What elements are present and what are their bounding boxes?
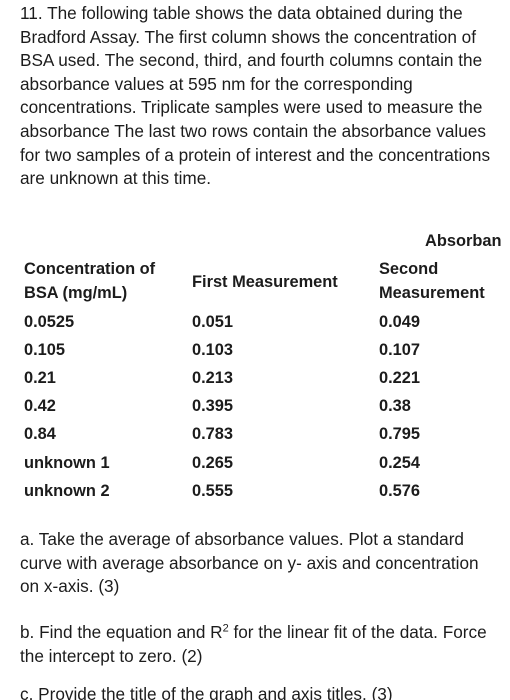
question-b-prefix: b. Find the equation and R	[20, 622, 223, 642]
table-cell-concentration: unknown 1	[24, 454, 110, 472]
table-cell-second: 0.576	[379, 482, 421, 500]
table-cell-first: 0.213	[192, 369, 234, 387]
col-header-second-line2: Measurement	[379, 284, 485, 302]
table-cell-second: 0.221	[379, 369, 421, 387]
table-cell-concentration: unknown 2	[24, 482, 110, 500]
table-cell-concentration: 0.84	[24, 425, 56, 443]
table-cell-concentration: 0.21	[24, 369, 56, 387]
table-cell-second: 0.254	[379, 454, 421, 472]
table-cell-first: 0.783	[192, 425, 234, 443]
question-b-superscript: 2	[222, 622, 229, 635]
col-header-concentration-line2: BSA (mg/mL)	[24, 284, 128, 302]
question-b-suffix: for the linear fit of the data. Force th…	[20, 622, 487, 666]
col-header-second-line1: Second	[379, 260, 439, 278]
table-cell-second: 0.107	[379, 341, 421, 359]
table-cell-first: 0.265	[192, 454, 234, 472]
question-a: a. Take the average of absorbance values…	[20, 529, 479, 597]
problem-intro: 11. The following table shows the data o…	[20, 3, 491, 189]
question-c: c. Provide the title of the graph and ax…	[20, 684, 393, 700]
col-header-first-measurement: First Measurement	[192, 273, 338, 291]
table-cell-first: 0.103	[192, 341, 234, 359]
data-table: Absorban Concentration of BSA (mg/mL) Fi…	[24, 232, 502, 500]
col-header-concentration-line1: Concentration of	[24, 260, 156, 278]
question-b: b. Find the equation and R2 for the line…	[20, 621, 502, 668]
table-cell-concentration: 0.42	[24, 397, 56, 415]
table-cell-second: 0.049	[379, 313, 421, 331]
absorbance-group-header: Absorban	[425, 232, 502, 250]
table-cell-concentration: 0.105	[24, 341, 66, 359]
table-cell-concentration: 0.0525	[24, 313, 75, 331]
table-cell-first: 0.051	[192, 313, 234, 331]
table-cell-second: 0.795	[379, 425, 421, 443]
table-cell-first: 0.395	[192, 397, 234, 415]
table-cell-second: 0.38	[379, 397, 411, 415]
table-cell-first: 0.555	[192, 482, 234, 500]
